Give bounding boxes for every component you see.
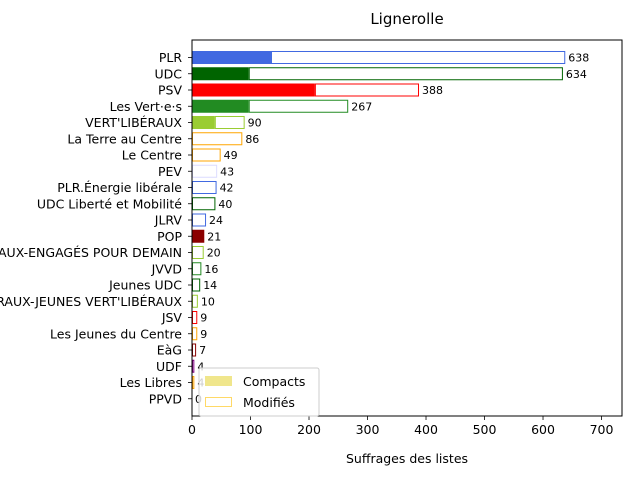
y-tick-label-pop: POP [157, 229, 182, 244]
legend-label-compacts: Compacts [243, 374, 305, 389]
data-label-vert-liberaux-jeunes-vert-liberaux: 10 [201, 295, 215, 308]
bar-compacts-psv [192, 83, 315, 97]
bar-modifies-vert-liberaux-jeunes-vert-liberaux [192, 294, 198, 308]
bar-modifies-psv [314, 83, 419, 97]
data-label-udf: 4 [197, 360, 204, 373]
data-labels: 638 634 388 267 90 86 49 43 42 40 24 21 20 16 14 10 9 9 7 4… [195, 52, 589, 406]
bar-modifies-vert-liberaux [214, 116, 245, 129]
bar-modifies-udc-liberte-et-mobilite [192, 197, 216, 211]
legend-swatch-modifies [205, 397, 232, 407]
legend: Compacts Modifiés [198, 367, 320, 417]
bar-compacts-plr [192, 51, 271, 64]
data-label-jlrv: 24 [209, 214, 223, 227]
data-label-plr: 638 [568, 52, 589, 65]
bars-layer [192, 51, 566, 389]
data-label-psv: 388 [422, 84, 443, 97]
x-axis-label: Suffrages des listes [346, 451, 468, 466]
y-tick-label-jvvd: JVVD [151, 261, 182, 276]
y-tick-label-pev: PEV [158, 164, 182, 179]
y-tick-label-vert-liberaux-jeunes-vert-liberaux: VERT'LIBÉRAUX-JEUNES VERT'LIBÉRAUX [0, 294, 182, 309]
bar-modifies-les-libres [192, 376, 195, 389]
bar-modifies-eag [192, 343, 197, 357]
data-label-jeunes-udc: 14 [203, 279, 217, 292]
x-tick-label-200: 200 [297, 422, 321, 437]
data-label-plr-energie-liberale: 42 [220, 182, 234, 195]
y-tick-label-la-terre-au-centre: La Terre au Centre [67, 131, 182, 146]
bar-modifies-vert-liberaux-engages-pour-demain [192, 246, 204, 259]
y-tick-label-les-jeunes-du-centre: Les Jeunes du Centre [50, 326, 182, 341]
bar-modifies-udf [192, 359, 195, 373]
bar-compacts-pop [192, 229, 205, 243]
bar-modifies-udc [248, 67, 563, 81]
bar-modifies-plr-energie-liberale [192, 181, 217, 194]
data-label-pev: 43 [220, 165, 234, 178]
legend-label-modifies: Modifiés [243, 395, 295, 410]
bar-compacts-udc [192, 67, 249, 81]
data-label-les-vert-e-s: 267 [351, 100, 372, 113]
data-label-la-terre-au-centre: 86 [245, 133, 259, 146]
y-tick-label-vert-liberaux-engages-pour-demain: VERT'LIBÉRAUX-ENGAGÉS POUR DEMAIN [0, 245, 182, 260]
y-tick-label-jsv: JSV [161, 310, 183, 325]
data-label-jvvd: 16 [204, 263, 218, 276]
data-label-udc-liberte-et-mobilite: 40 [218, 198, 232, 211]
y-tick-label-udc: UDC [154, 66, 182, 81]
data-label-eag: 7 [199, 344, 206, 357]
x-tick-label-0: 0 [188, 422, 196, 437]
bar-modifies-les-jeunes-du-centre [192, 327, 198, 341]
y-tick-label-vert-liberaux: VERT'LIBÉRAUX [85, 115, 182, 130]
y-tick-label-les-libres: Les Libres [120, 375, 182, 390]
data-label-les-jeunes-du-centre: 9 [200, 328, 207, 341]
y-tick-label-psv: PSV [158, 83, 182, 98]
y-tick-label-le-centre: Le Centre [122, 148, 183, 163]
data-label-pop: 21 [207, 230, 221, 243]
y-tick-label-udc-liberte-et-mobilite: UDC Liberté et Mobilité [37, 196, 182, 211]
y-tick-label-jeunes-udc: Jeunes UDC [108, 278, 182, 293]
bar-modifies-le-centre [192, 148, 221, 162]
data-label-jsv: 9 [200, 312, 207, 325]
bar-compacts-les-vert-e-s [192, 99, 249, 113]
x-ticks: 0 100 200 300 400 500 600 700 [188, 416, 613, 437]
x-tick-label-600: 600 [531, 422, 555, 437]
bar-modifies-plr [270, 51, 566, 64]
bar-modifies-jeunes-udc [192, 278, 201, 292]
x-tick-label-700: 700 [590, 422, 614, 437]
y-tick-label-plr-energie-liberale: PLR.Énergie libérale [57, 180, 182, 195]
bar-compacts-vert-liberaux [192, 116, 215, 129]
bar-modifies-la-terre-au-centre [192, 132, 243, 146]
legend-swatch-compacts [205, 376, 232, 386]
bar-modifies-jvvd [192, 262, 202, 276]
chart-title: Lignerolle [370, 10, 443, 28]
bar-modifies-pev [192, 164, 218, 178]
x-tick-label-300: 300 [356, 422, 380, 437]
bar-modifies-jlrv [192, 213, 207, 227]
bar-modifies-jsv [192, 311, 198, 324]
x-tick-label-400: 400 [414, 422, 438, 437]
data-label-udc: 634 [566, 68, 587, 81]
axes-frame [191, 39, 623, 417]
data-label-le-centre: 49 [224, 149, 238, 162]
bar-modifies-les-vert-e-s [248, 99, 349, 113]
x-tick-label-100: 100 [239, 422, 263, 437]
y-tick-label-les-vert-e-s: Les Vert·e·s [110, 99, 182, 114]
y-tick-label-eag: EàG [157, 343, 182, 358]
data-label-vert-liberaux: 90 [248, 117, 262, 130]
y-tick-label-jlrv: JLRV [154, 213, 183, 228]
y-tick-label-plr: PLR [159, 50, 183, 65]
plot-frame [191, 39, 623, 417]
x-tick-label-500: 500 [473, 422, 497, 437]
data-label-vert-liberaux-engages-pour-demain: 20 [207, 247, 221, 260]
y-tick-label-udf: UDF [156, 359, 182, 374]
y-tick-label-ppvd: PPVD [149, 391, 182, 406]
